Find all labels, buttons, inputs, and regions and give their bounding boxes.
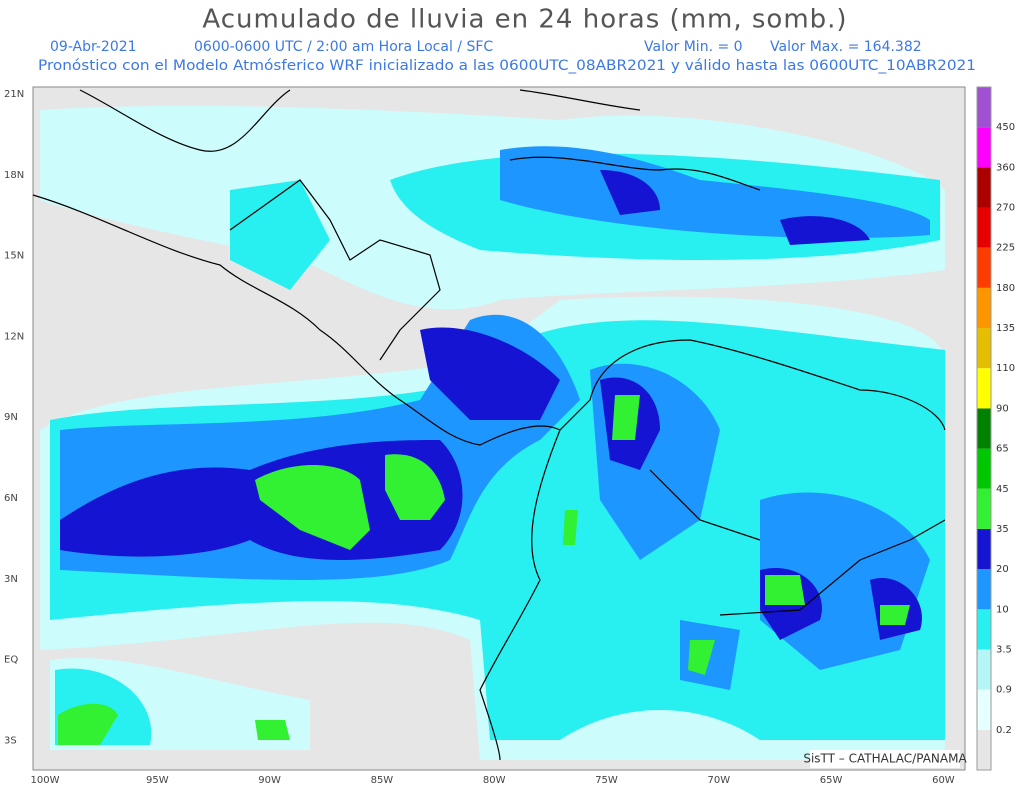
legend-swatch xyxy=(977,649,991,690)
legend-swatch xyxy=(977,569,991,610)
lat-label: 9N xyxy=(4,412,18,423)
legend-label: 3.5 xyxy=(996,644,1012,655)
legend-swatch xyxy=(977,127,991,168)
legend-swatch xyxy=(977,287,991,329)
legend-frame xyxy=(976,86,992,771)
legend-swatch xyxy=(977,368,991,409)
legend-swatch xyxy=(977,609,991,650)
legend-label: 20 xyxy=(996,564,1009,575)
lon-label: 70W xyxy=(707,775,730,786)
lon-label: 90W xyxy=(258,775,281,786)
lon-label: 60W xyxy=(932,775,955,786)
legend-swatch xyxy=(977,87,991,128)
legend-swatch xyxy=(977,328,991,369)
lon-label: 100W xyxy=(31,775,60,786)
lon-label: 65W xyxy=(820,775,843,786)
credit: SisTT – CATHALAC/PANAMA xyxy=(803,752,967,766)
legend-label: 135 xyxy=(996,323,1015,334)
title: Acumulado de lluvia en 24 horas (mm, som… xyxy=(202,5,847,35)
lon-label: 75W xyxy=(595,775,618,786)
lat-label: 12N xyxy=(4,331,24,342)
legend-swatch xyxy=(977,488,991,529)
legend-swatch xyxy=(977,167,991,208)
legend-swatch xyxy=(977,408,991,449)
legend-label: 110 xyxy=(996,363,1015,374)
legend-label: 180 xyxy=(996,283,1015,294)
intense-rain xyxy=(58,395,910,745)
legend-swatch xyxy=(977,729,991,770)
lon-label: 80W xyxy=(483,775,506,786)
period: 0600-0600 UTC / 2:00 am Hora Local / SFC xyxy=(194,39,493,55)
lat-label: 3N xyxy=(4,574,18,585)
axes: 21N 18N 15N 12N 9N 6N 3N EQ 3S 100W 95W 90W 85W 80W 75… xyxy=(4,89,955,786)
legend-swatch xyxy=(977,528,991,570)
legend-label: 45 xyxy=(996,484,1009,495)
lat-label: 15N xyxy=(4,251,24,262)
legend-label: 90 xyxy=(996,403,1009,414)
legend: 0.2 0.9 3.5 10 20 35 45 65 90 110 135 180 225 270 360 4… xyxy=(976,86,1015,771)
date: 09-Abr-2021 xyxy=(50,39,137,55)
legend-label: 360 xyxy=(996,162,1015,173)
lon-label: 95W xyxy=(146,775,169,786)
lat-label: 21N xyxy=(4,89,24,100)
credit-box xyxy=(810,750,960,768)
legend-label: 0.9 xyxy=(996,685,1012,696)
legend-label: 450 xyxy=(996,122,1015,133)
lat-label: EQ xyxy=(4,655,18,666)
legend-label: 270 xyxy=(996,203,1015,214)
legend-label: 0.2 xyxy=(996,725,1012,736)
legend-swatch xyxy=(977,448,991,489)
lat-label: 18N xyxy=(4,170,24,181)
lon-label: 85W xyxy=(371,775,394,786)
legend-label: 10 xyxy=(996,604,1009,615)
lat-label: 3S xyxy=(4,735,17,746)
legend-label: 65 xyxy=(996,444,1009,455)
map: SisTT – CATHALAC/PANAMA xyxy=(32,86,967,771)
legend-swatch xyxy=(977,247,991,288)
legend-label: 35 xyxy=(996,524,1009,535)
max-value: Valor Max. = 164.382 xyxy=(770,39,922,55)
legend-swatch xyxy=(977,207,991,248)
legend-label: 225 xyxy=(996,243,1015,254)
forecast-note: Pronóstico con el Modelo Atmósferico WRF… xyxy=(38,58,976,74)
legend-swatch xyxy=(977,689,991,730)
coastlines xyxy=(32,89,946,761)
lat-label: 6N xyxy=(4,493,18,504)
min-value: Valor Min. = 0 xyxy=(644,39,743,55)
